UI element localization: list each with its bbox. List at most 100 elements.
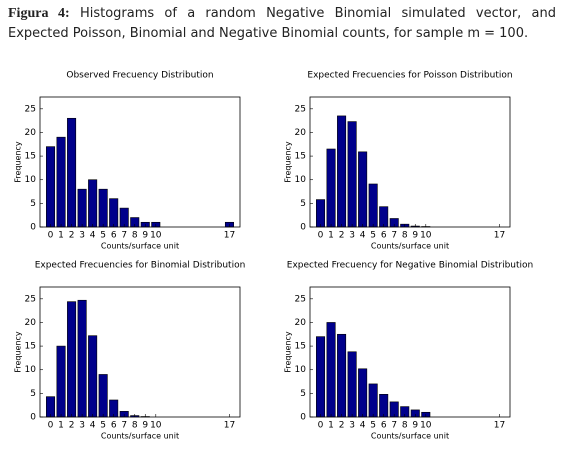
y-tick-label: 0: [30, 223, 36, 233]
x-tick-label: 7: [121, 421, 127, 431]
y-tick-label: 25: [25, 294, 36, 304]
bar: [98, 188, 108, 228]
bar: [56, 345, 66, 418]
caption-text: Histograms of a random Negative Binomial…: [8, 6, 556, 41]
chart-title: Expected Frecuencies for Poisson Distrib…: [307, 71, 512, 81]
x-tick-label: 0: [318, 231, 324, 241]
y-tick-label: 5: [300, 199, 306, 209]
x-tick-label: 6: [111, 231, 117, 241]
x-tick-label: 1: [328, 231, 334, 241]
bar: [88, 335, 98, 418]
y-tick-label: 20: [25, 128, 37, 138]
caption-label: Figura 4:: [8, 6, 70, 21]
x-tick-label: 8: [132, 231, 138, 241]
x-tick-label: 5: [100, 421, 106, 431]
x-axis-label: Counts/surface unit: [371, 242, 449, 251]
x-tick-label: 17: [224, 231, 235, 241]
bar: [77, 299, 87, 418]
y-tick-label: 25: [25, 104, 36, 114]
x-tick-label: 10: [420, 421, 432, 431]
x-tick-label: 1: [58, 231, 64, 241]
x-tick-label: 4: [90, 421, 96, 431]
chart-title: Expected Frecuency for Negative Binomial…: [287, 261, 533, 271]
x-tick-label: 9: [412, 231, 418, 241]
x-axis-label: Counts/surface unit: [101, 242, 179, 251]
x-tick-label: 17: [494, 421, 505, 431]
y-tick-label: 15: [25, 152, 36, 162]
bar: [347, 351, 357, 418]
y-tick-label: 20: [25, 318, 37, 328]
y-axis-label: Frequency: [14, 331, 23, 373]
x-tick-label: 6: [111, 421, 117, 431]
x-tick-label: 2: [69, 421, 75, 431]
bar: [347, 121, 357, 228]
x-tick-label: 10: [150, 421, 162, 431]
y-tick-label: 15: [25, 342, 36, 352]
y-tick-label: 15: [295, 152, 306, 162]
y-tick-label: 0: [300, 413, 306, 423]
bar: [67, 301, 77, 418]
bar: [88, 179, 98, 228]
y-tick-label: 15: [295, 342, 306, 352]
bar: [46, 146, 56, 228]
y-tick-label: 0: [300, 223, 306, 233]
x-tick-label: 9: [142, 231, 148, 241]
x-tick-label: 6: [381, 231, 387, 241]
y-tick-label: 25: [295, 294, 306, 304]
caption: Figura 4: Histograms of a random Negativ…: [8, 4, 556, 44]
bar: [358, 368, 368, 418]
x-tick-label: 17: [494, 231, 505, 241]
x-tick-label: 10: [150, 231, 162, 241]
x-tick-label: 8: [132, 421, 138, 431]
y-tick-label: 10: [295, 365, 307, 375]
x-tick-label: 5: [370, 421, 376, 431]
y-tick-label: 5: [30, 389, 36, 399]
bar: [56, 136, 66, 228]
y-tick-label: 10: [25, 365, 37, 375]
x-tick-label: 0: [48, 421, 54, 431]
bar: [46, 396, 56, 418]
x-tick-label: 1: [328, 421, 334, 431]
x-tick-label: 8: [402, 231, 408, 241]
bar: [379, 206, 389, 228]
x-tick-label: 0: [48, 231, 54, 241]
x-tick-label: 17: [224, 421, 235, 431]
x-tick-label: 9: [412, 421, 418, 431]
x-tick-label: 2: [339, 231, 345, 241]
x-tick-label: 0: [318, 421, 324, 431]
bar: [379, 394, 389, 418]
bar: [77, 188, 87, 228]
x-tick-label: 8: [402, 421, 408, 431]
bar: [316, 199, 326, 228]
x-tick-label: 3: [79, 231, 85, 241]
bar: [368, 183, 378, 228]
x-tick-label: 7: [391, 421, 397, 431]
bar: [337, 333, 347, 418]
bar: [98, 374, 108, 418]
x-tick-label: 4: [360, 421, 366, 431]
x-tick-label: 6: [381, 421, 387, 431]
y-axis-label: Frequency: [284, 141, 293, 183]
x-tick-label: 2: [339, 421, 345, 431]
x-tick-label: 3: [349, 421, 355, 431]
y-axis-label: Frequency: [284, 331, 293, 373]
x-axis-label: Counts/surface unit: [101, 432, 179, 441]
bar: [358, 151, 368, 228]
x-tick-label: 5: [100, 231, 106, 241]
x-tick-label: 4: [90, 231, 96, 241]
y-tick-label: 5: [300, 389, 306, 399]
chart-title: Expected Frecuencies for Binomial Distri…: [35, 261, 246, 271]
x-tick-label: 5: [370, 231, 376, 241]
y-tick-label: 20: [295, 128, 307, 138]
bar: [109, 198, 119, 228]
y-axis-label: Frequency: [14, 141, 23, 183]
axes-box: [39, 286, 241, 418]
x-tick-label: 3: [349, 231, 355, 241]
x-tick-label: 4: [360, 231, 366, 241]
bar: [326, 148, 336, 228]
bar: [368, 383, 378, 418]
y-tick-label: 0: [30, 413, 36, 423]
axes-box: [39, 96, 241, 228]
